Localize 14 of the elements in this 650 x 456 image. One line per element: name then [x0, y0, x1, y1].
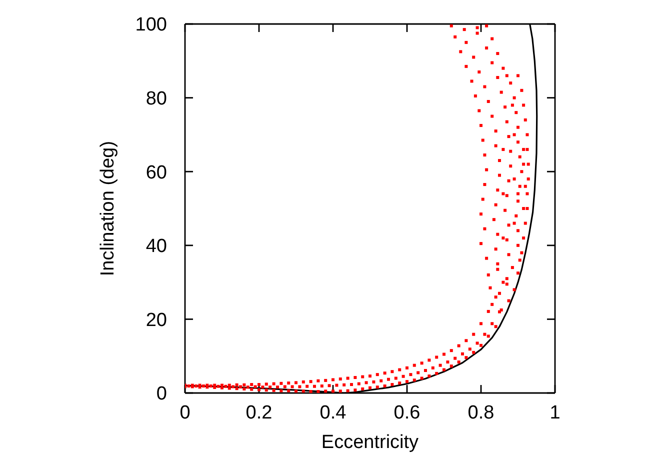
- y-tick-label: 0: [156, 384, 167, 405]
- x-tick-label: 0.4: [320, 402, 347, 424]
- x-tick-label: 0.2: [246, 402, 272, 424]
- y-tick-label: 100: [135, 14, 167, 36]
- y-tick-label: 60: [146, 162, 167, 184]
- y-tick-label: 80: [146, 88, 167, 110]
- x-tick-label: 0.8: [468, 402, 494, 424]
- x-axis-title: Eccentricity: [321, 432, 420, 453]
- y-axis-title: Inclination (deg): [98, 140, 119, 276]
- y-tick-label: 20: [146, 310, 167, 331]
- x-tick-label: 0: [180, 402, 190, 424]
- x-tick-label: 0.6: [394, 402, 420, 424]
- y-tick-label: 40: [146, 236, 167, 258]
- x-tick-label: 1: [550, 402, 560, 424]
